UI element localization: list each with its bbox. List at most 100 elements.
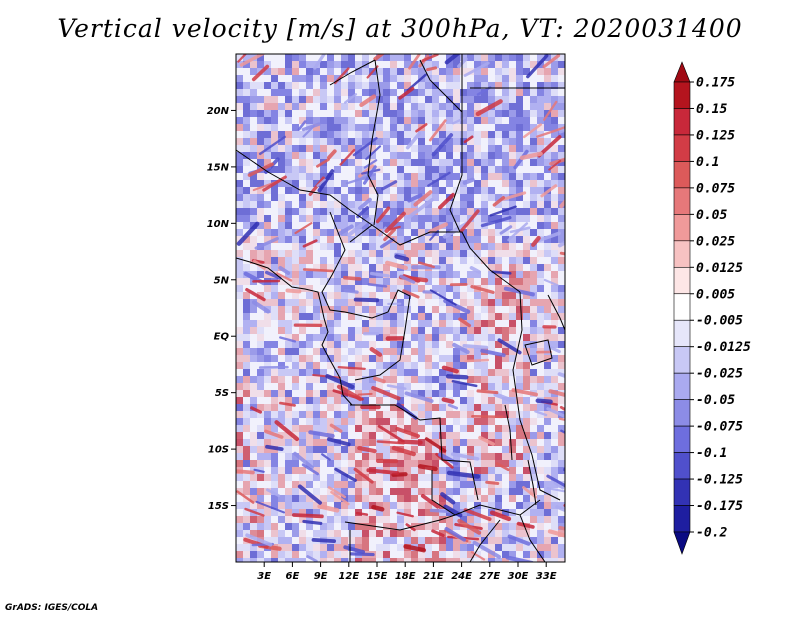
field-cell bbox=[355, 306, 362, 313]
field-cell bbox=[278, 467, 285, 474]
field-cell bbox=[439, 313, 446, 320]
field-cell bbox=[285, 103, 292, 110]
field-streak bbox=[381, 180, 398, 191]
field-cell bbox=[495, 54, 502, 61]
field-cell bbox=[481, 187, 488, 194]
field-cell bbox=[453, 327, 460, 334]
field-cell bbox=[306, 243, 313, 250]
field-cell bbox=[425, 425, 432, 432]
field-cell bbox=[411, 117, 418, 124]
field-cell bbox=[467, 222, 474, 229]
field-cell bbox=[278, 152, 285, 159]
field-cell bbox=[271, 376, 278, 383]
field-cell bbox=[446, 376, 453, 383]
field-streak bbox=[369, 271, 390, 278]
field-cell bbox=[306, 278, 313, 285]
field-cell bbox=[355, 383, 362, 390]
field-cell bbox=[264, 96, 271, 103]
field-cell bbox=[236, 54, 243, 61]
field-cell bbox=[418, 467, 425, 474]
field-cell bbox=[292, 82, 299, 89]
field-cell bbox=[453, 467, 460, 474]
x-tick-label: 3E bbox=[257, 571, 271, 582]
field-streak bbox=[463, 61, 490, 77]
field-cell bbox=[404, 383, 411, 390]
field-cell bbox=[327, 383, 334, 390]
field-cell bbox=[334, 362, 341, 369]
field-cell bbox=[383, 306, 390, 313]
field-cell bbox=[285, 75, 292, 82]
field-cell bbox=[320, 117, 327, 124]
field-cell bbox=[390, 201, 397, 208]
field-cell bbox=[341, 131, 348, 138]
field-cell bbox=[397, 166, 404, 173]
field-cell bbox=[530, 327, 537, 334]
field-cell bbox=[299, 348, 306, 355]
field-cell bbox=[390, 250, 397, 257]
field-cell bbox=[348, 124, 355, 131]
field-cell bbox=[306, 257, 313, 264]
field-cell bbox=[285, 138, 292, 145]
field-cell bbox=[509, 376, 516, 383]
field-cell bbox=[285, 446, 292, 453]
field-cell bbox=[425, 271, 432, 278]
field-cell bbox=[327, 446, 334, 453]
field-cell bbox=[453, 152, 460, 159]
field-cell bbox=[558, 467, 565, 474]
field-cell bbox=[362, 411, 369, 418]
field-cell bbox=[376, 285, 383, 292]
field-cell bbox=[390, 376, 397, 383]
field-cell bbox=[341, 250, 348, 257]
field-cell bbox=[418, 502, 425, 509]
field-cell bbox=[460, 418, 467, 425]
field-cell bbox=[481, 369, 488, 376]
field-cell bbox=[362, 460, 369, 467]
field-cell bbox=[467, 362, 474, 369]
field-cell bbox=[467, 75, 474, 82]
colorbar-label: 0.075 bbox=[696, 181, 735, 196]
field-cell bbox=[271, 215, 278, 222]
field-streak bbox=[447, 403, 459, 410]
field-streak bbox=[367, 283, 388, 288]
field-cell bbox=[523, 229, 530, 236]
colorbar-segment bbox=[673, 505, 691, 533]
field-cell bbox=[495, 530, 502, 537]
field-cell bbox=[537, 446, 544, 453]
field-cell bbox=[488, 341, 495, 348]
field-cell bbox=[250, 467, 257, 474]
field-cell bbox=[509, 544, 516, 551]
field-cell bbox=[341, 411, 348, 418]
field-cell bbox=[376, 327, 383, 334]
field-streak bbox=[355, 511, 369, 516]
field-cell bbox=[516, 397, 523, 404]
field-cell bbox=[460, 502, 467, 509]
field-cell bbox=[495, 509, 502, 516]
field-streak bbox=[349, 552, 375, 557]
field-cell bbox=[397, 236, 404, 243]
field-cell bbox=[509, 103, 516, 110]
field-streak bbox=[371, 504, 385, 512]
field-cell bbox=[250, 292, 257, 299]
field-cell bbox=[236, 327, 243, 334]
field-cell bbox=[481, 110, 488, 117]
field-cell bbox=[285, 306, 292, 313]
field-cell bbox=[243, 89, 250, 96]
field-cell bbox=[341, 516, 348, 523]
field-cell bbox=[537, 173, 544, 180]
field-cell bbox=[257, 117, 264, 124]
field-cell bbox=[502, 201, 509, 208]
field-cell bbox=[481, 131, 488, 138]
field-cell bbox=[334, 327, 341, 334]
field-cell bbox=[355, 355, 362, 362]
field-cell bbox=[257, 551, 264, 558]
field-cell bbox=[453, 446, 460, 453]
field-cell bbox=[285, 264, 292, 271]
field-cell bbox=[467, 117, 474, 124]
field-cell bbox=[320, 558, 327, 562]
field-cell bbox=[341, 306, 348, 313]
field-cell bbox=[460, 376, 467, 383]
field-cell bbox=[523, 257, 530, 264]
field-cell bbox=[299, 474, 306, 481]
field-cell bbox=[390, 474, 397, 481]
field-cell bbox=[376, 488, 383, 495]
